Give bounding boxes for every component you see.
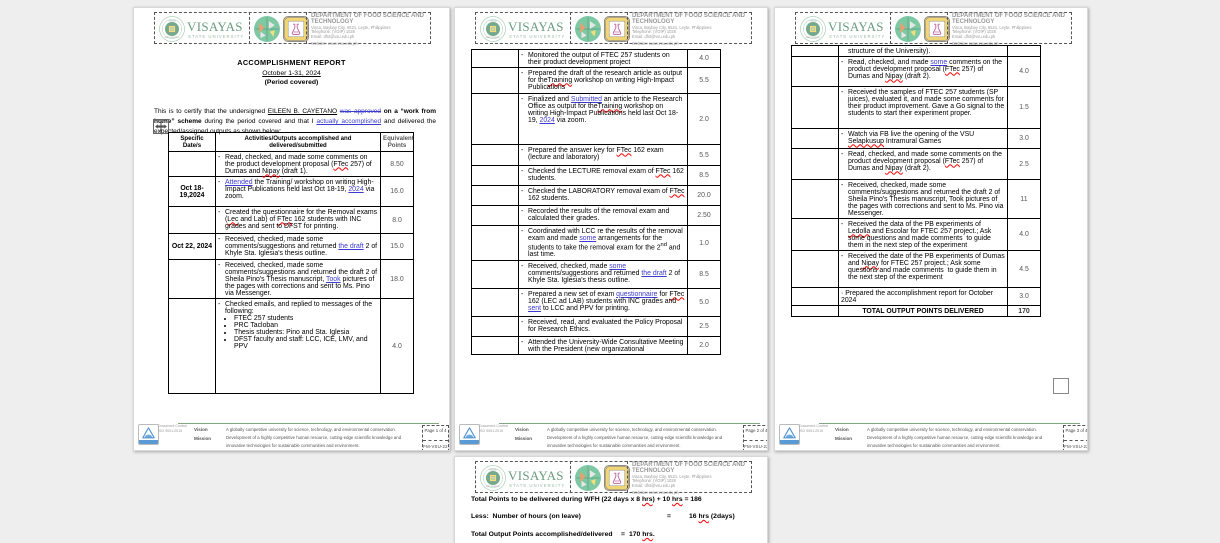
svg-text:VISAYAS: VISAYAS	[489, 20, 497, 23]
svg-text:VISAYAS: VISAYAS	[168, 20, 176, 23]
svg-text:VISAYAS: VISAYAS	[809, 20, 817, 23]
svg-text:VISAYAS: VISAYAS	[489, 469, 497, 472]
